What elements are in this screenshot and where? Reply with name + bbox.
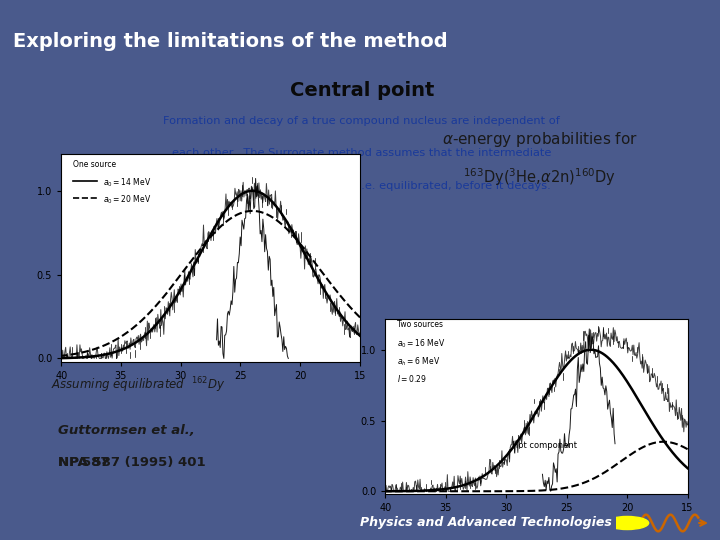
Text: $^{163}$Dy($^{3}$He,$\alpha$2n)$^{160}$Dy: $^{163}$Dy($^{3}$He,$\alpha$2n)$^{160}$D… [464,166,616,188]
Text: With pre-equilibrium contributions: With pre-equilibrium contributions [438,345,634,355]
Text: NPA 587 (1995) 401: NPA 587 (1995) 401 [58,456,205,469]
Text: $a_0 = 20$ MeV: $a_0 = 20$ MeV [103,193,151,206]
Text: each other.  The Surrogate method assumes that the intermediate: each other. The Surrogate method assumes… [172,148,552,158]
Text: $a_0 = 16$ MeV: $a_0 = 16$ MeV [397,338,446,350]
Text: $a_0 = 14$ MeV: $a_0 = 14$ MeV [103,177,151,189]
Text: Physics and Advanced Technologies: Physics and Advanced Technologies [360,516,612,529]
Text: Guttormsen et al.,: Guttormsen et al., [58,424,194,437]
Circle shape [606,516,649,530]
Text: Two sources: Two sources [397,320,444,329]
Text: $\alpha$-energy probabilities for: $\alpha$-energy probabilities for [442,130,638,148]
Text: $a_h = 6$ MeV: $a_h = 6$ MeV [397,355,441,368]
Text: 587: 587 [82,456,109,469]
Text: nucleus is in a compound state, i.e. equilibrated, before it decays.: nucleus is in a compound state, i.e. equ… [173,181,551,191]
Text: Exploring the limitations of the method: Exploring the limitations of the method [13,32,448,51]
Text: NPA: NPA [58,456,92,469]
Text: Hot component: Hot component [512,442,577,450]
Text: Assuming equilibrated  $^{162}$Dy: Assuming equilibrated $^{162}$Dy [50,376,225,395]
Text: Formation and decay of a true compound nucleus are independent of: Formation and decay of a true compound n… [163,116,560,126]
Text: One source: One source [73,160,116,169]
Text: $I = 0.29$: $I = 0.29$ [397,373,427,384]
Text: Central point: Central point [289,81,434,100]
